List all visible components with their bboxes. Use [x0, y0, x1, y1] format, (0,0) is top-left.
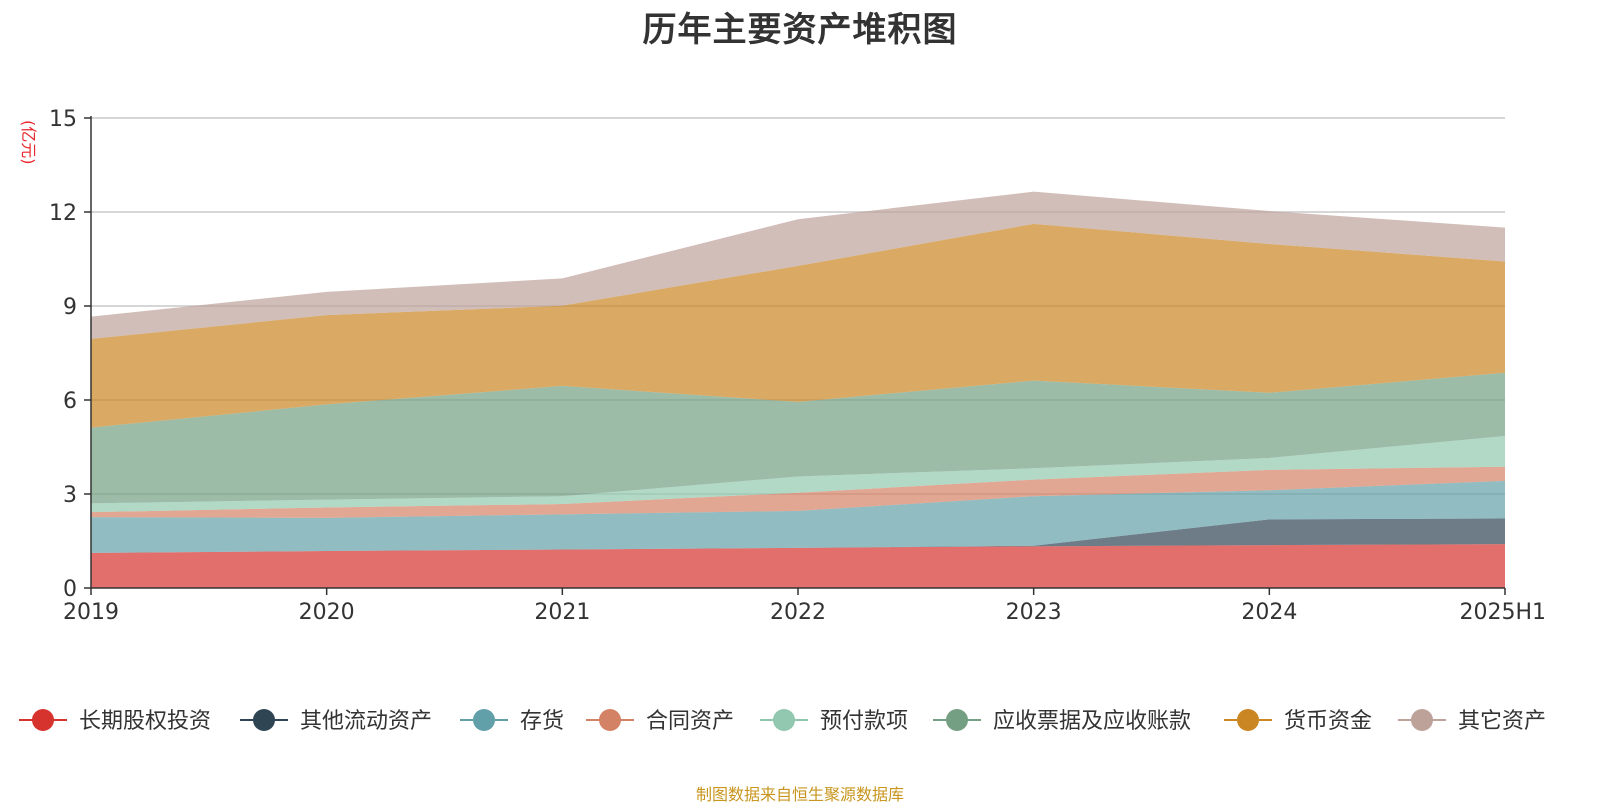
legend-item-1[interactable]: 长期股权投资 — [19, 709, 211, 734]
legend-item-6[interactable]: 应收票据及应收账款 — [933, 709, 1191, 734]
area-series-2 — [91, 518, 1505, 553]
area-series-3 — [91, 480, 1505, 553]
legend-item-4[interactable]: 合同资产 — [586, 709, 734, 734]
legend-label: 应收票据及应收账款 — [993, 709, 1191, 734]
y-tick-label: 3 — [63, 483, 77, 508]
y-tick-label: 12 — [49, 201, 77, 226]
legend-item-3[interactable]: 存货 — [460, 709, 564, 734]
axes: 0 3 6 9 12 15 2019 2020 2021 2022 2023 2024 2025H1 — [49, 107, 1546, 625]
legend-marker-icon — [773, 709, 795, 731]
x-tick-label: 2025H1 — [1459, 600, 1546, 625]
area-series-7 — [91, 223, 1505, 428]
x-tick-label: 2022 — [770, 600, 826, 625]
area-series-8 — [91, 191, 1505, 339]
legend-item-7[interactable]: 货币资金 — [1224, 709, 1372, 734]
x-tick-label: 2020 — [299, 600, 355, 625]
area-series-1 — [91, 544, 1505, 588]
legend-label: 存货 — [520, 709, 564, 734]
x-tick-label: 2023 — [1006, 600, 1062, 625]
legend[interactable]: 长期股权投资 其他流动资产 存货 合同资产 预付款项 应收票据及应收账款 货币资金 其它资产 — [19, 709, 1546, 734]
x-tick-label: 2024 — [1241, 600, 1297, 625]
x-tick-label: 2021 — [534, 600, 590, 625]
legend-item-2[interactable]: 其他流动资产 — [240, 709, 432, 734]
legend-label: 长期股权投资 — [79, 709, 211, 734]
legend-marker-icon — [1411, 709, 1433, 731]
area-series-4 — [91, 466, 1505, 518]
legend-marker-icon — [253, 709, 275, 731]
legend-marker-icon — [1237, 709, 1259, 731]
legend-marker-icon — [32, 709, 54, 731]
legend-label: 其他流动资产 — [300, 709, 432, 734]
area-series-6 — [91, 372, 1505, 504]
legend-marker-icon — [599, 709, 621, 731]
chart-title: 历年主要资产堆积图 — [642, 10, 958, 50]
y-tick-label: 6 — [63, 389, 77, 414]
y-tick-label: 0 — [63, 577, 77, 602]
legend-label: 其它资产 — [1458, 709, 1546, 734]
y-tick-label: 15 — [49, 107, 77, 132]
area-series-5 — [91, 436, 1505, 513]
legend-marker-icon — [946, 709, 968, 731]
legend-label: 货币资金 — [1284, 709, 1372, 734]
stacked-area-chart: 0 3 6 9 12 15 2019 2020 2021 2022 2023 2024 2025H1 长… — [19, 107, 1546, 734]
legend-label: 预付款项 — [820, 709, 908, 734]
legend-label: 合同资产 — [646, 709, 734, 734]
y-tick-label: 9 — [63, 295, 77, 320]
legend-item-8[interactable]: 其它资产 — [1398, 709, 1546, 734]
legend-item-5[interactable]: 预付款项 — [760, 709, 908, 734]
legend-marker-icon — [473, 709, 495, 731]
data-source-note: 制图数据来自恒生聚源数据库 — [695, 785, 904, 804]
x-tick-label: 2019 — [63, 600, 119, 625]
area-series-group — [91, 191, 1505, 588]
